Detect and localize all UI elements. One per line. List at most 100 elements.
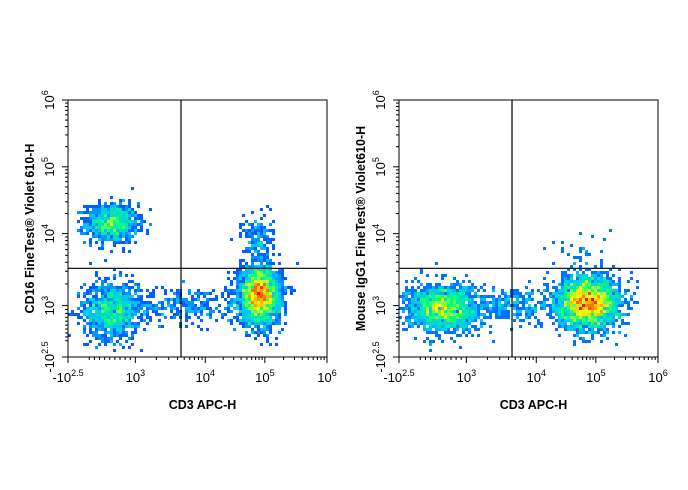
data-point (131, 304, 134, 307)
data-point (245, 325, 248, 328)
data-point (122, 241, 125, 244)
data-point (594, 301, 597, 304)
data-point (453, 328, 456, 331)
data-point (134, 289, 137, 292)
data-point (110, 286, 113, 289)
data-point (119, 217, 122, 220)
data-point (239, 301, 242, 304)
data-point (576, 280, 579, 283)
data-point (125, 316, 128, 319)
data-point (119, 289, 122, 292)
data-point (89, 310, 92, 313)
data-point (230, 304, 233, 307)
data-point (591, 313, 594, 316)
data-point (570, 292, 573, 295)
data-point (92, 205, 95, 208)
data-point (573, 295, 576, 298)
data-point (483, 307, 486, 310)
data-point (98, 217, 101, 220)
data-point (182, 280, 185, 283)
data-point (251, 256, 254, 259)
data-point (140, 220, 143, 223)
data-point (248, 301, 251, 304)
data-point (402, 328, 405, 331)
data-point (456, 307, 459, 310)
data-point (507, 304, 510, 307)
data-point (468, 295, 471, 298)
data-point (116, 331, 119, 334)
data-point (263, 289, 266, 292)
data-point (128, 238, 131, 241)
data-point (188, 304, 191, 307)
plot-frame-1 (67, 99, 328, 358)
data-point (420, 319, 423, 322)
data-point (248, 325, 251, 328)
data-point (116, 322, 119, 325)
data-point (251, 283, 254, 286)
data-point (591, 304, 594, 307)
data-point (254, 301, 257, 304)
data-point (101, 247, 104, 250)
data-point (414, 337, 417, 340)
data-point (260, 310, 263, 313)
data-point (600, 325, 603, 328)
data-point (444, 304, 447, 307)
x-axis-label: CD3 APC-H (169, 398, 237, 412)
data-point (429, 328, 432, 331)
data-point (266, 295, 269, 298)
data-point (140, 301, 143, 304)
data-point (564, 295, 567, 298)
data-point (606, 301, 609, 304)
data-point (266, 337, 269, 340)
data-point (140, 217, 143, 220)
data-point (278, 262, 281, 265)
data-point (188, 301, 191, 304)
data-point (125, 223, 128, 226)
data-point (134, 226, 137, 229)
data-point (248, 268, 251, 271)
data-point (266, 292, 269, 295)
data-point (588, 340, 591, 343)
data-point (92, 322, 95, 325)
y-axis-label: Mouse IgG1 FineTest® Violet610-H (354, 126, 368, 331)
data-point (468, 280, 471, 283)
data-point (558, 319, 561, 322)
data-point (209, 307, 212, 310)
data-point (260, 223, 263, 226)
data-point (251, 295, 254, 298)
data-point (230, 238, 233, 241)
data-point (101, 286, 104, 289)
data-point (579, 331, 582, 334)
data-point (450, 283, 453, 286)
data-point (269, 271, 272, 274)
data-point (456, 301, 459, 304)
data-point (459, 313, 462, 316)
data-point (251, 229, 254, 232)
data-point (408, 313, 411, 316)
data-point (239, 319, 242, 322)
data-point (104, 211, 107, 214)
data-point (95, 235, 98, 238)
data-point (248, 295, 251, 298)
data-point (188, 316, 191, 319)
data-point (263, 307, 266, 310)
data-point (504, 298, 507, 301)
data-point (83, 217, 86, 220)
data-point (525, 286, 528, 289)
data-point (215, 298, 218, 301)
data-point (284, 304, 287, 307)
data-point (254, 331, 257, 334)
data-point (585, 286, 588, 289)
data-point (576, 277, 579, 280)
data-point (125, 292, 128, 295)
data-point (236, 283, 239, 286)
data-point (573, 325, 576, 328)
data-point (170, 304, 173, 307)
data-point (251, 223, 254, 226)
data-point (585, 289, 588, 292)
data-point (474, 319, 477, 322)
data-point (119, 211, 122, 214)
data-point (567, 307, 570, 310)
data-point (263, 268, 266, 271)
data-point (236, 289, 239, 292)
